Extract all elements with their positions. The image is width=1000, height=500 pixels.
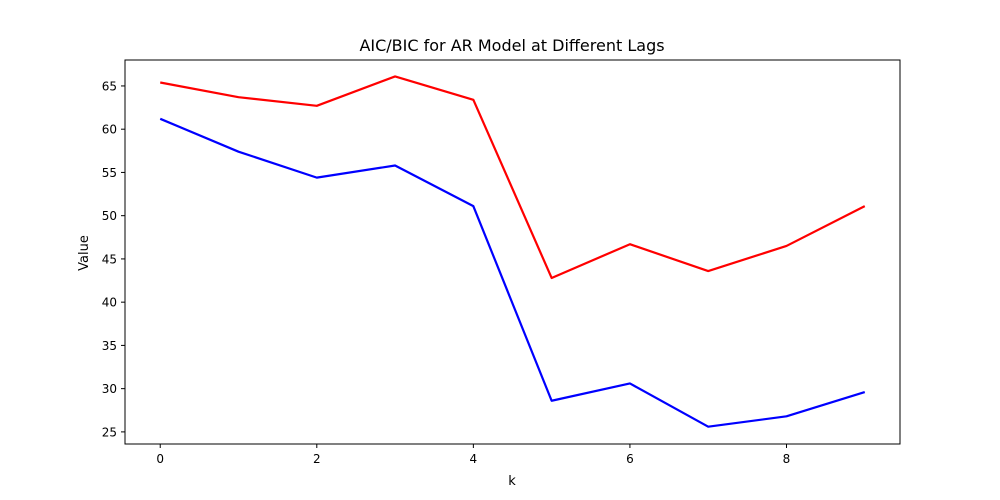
series-line-0 [160,75,866,280]
y-tick-label: 30 [102,382,117,396]
x-tick-label: 0 [156,452,164,466]
y-axis-label: Value [77,235,92,271]
y-tick-label: 60 [102,123,117,137]
y-tick-label: 25 [102,425,117,439]
series-line-1 [159,117,866,428]
y-tick-label: 50 [102,209,117,223]
chart-title: AIC/BIC for AR Model at Different Lags [359,36,664,55]
y-tick-label: 65 [102,79,117,93]
x-axis-label: k [508,474,516,489]
x-tick-label: 8 [783,452,791,466]
x-ticks: 0 2 4 6 8 [156,444,790,466]
x-tick-label: 2 [313,452,321,466]
y-ticks: 25 30 35 40 45 50 55 60 65 [102,79,125,439]
x-tick-label: 6 [626,452,634,466]
y-tick-label: 40 [102,296,117,310]
series-layer [159,75,866,428]
y-tick-label: 45 [102,252,117,266]
x-tick-label: 4 [470,452,478,466]
y-tick-label: 35 [102,339,117,353]
y-tick-label: 55 [102,166,117,180]
plot-frame [124,59,901,445]
